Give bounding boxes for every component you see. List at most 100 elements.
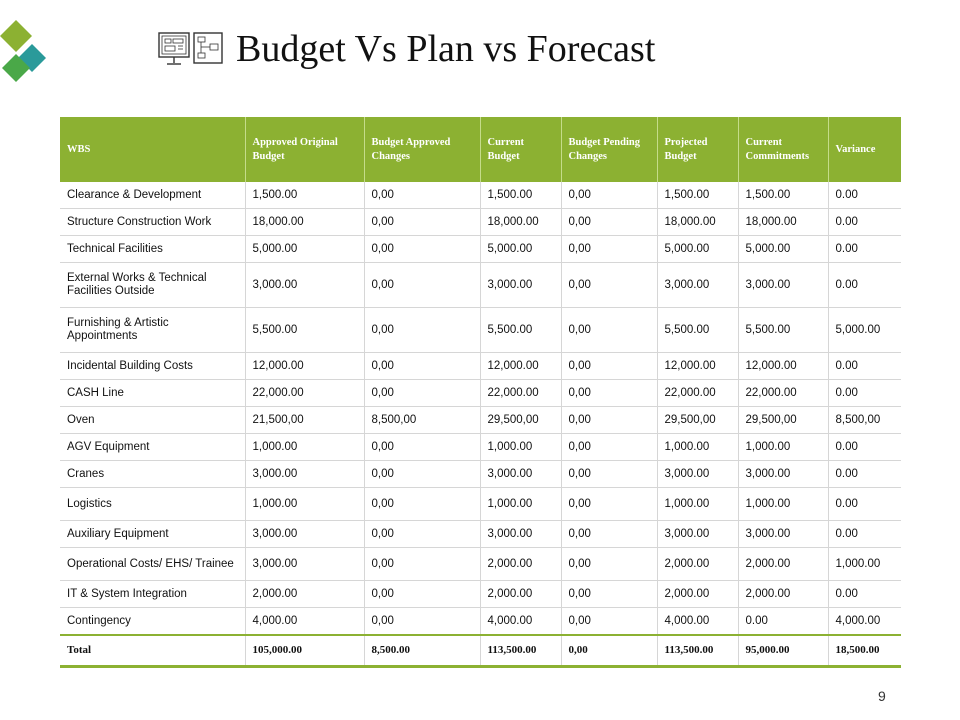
- cell-projected-budget: 29,500,00: [657, 406, 739, 434]
- cell-current-commitments: 22,000.00: [738, 379, 829, 407]
- table-row: Furnishing & Artistic Appointments 5,500.…: [60, 307, 901, 353]
- cell-wbs: Incidental Building Costs: [60, 352, 246, 380]
- cell-projected-budget: 2,000.00: [657, 580, 739, 608]
- cell-variance: 4,000.00: [828, 607, 901, 636]
- cell-approved-original-budget: 3,000.00: [245, 547, 365, 581]
- table-row: Oven 21,500,00 8,500,00 29,500,00 0,00 29,500…: [60, 406, 901, 434]
- cell-current-budget: 1,000.00: [480, 487, 562, 521]
- table-header-row: WBS Approved Original Budget Budget Appr…: [60, 117, 901, 182]
- cell-variance: 0.00: [828, 262, 901, 308]
- cell-current-commitments: 2,000.00: [738, 580, 829, 608]
- cell-budget-pending-changes: 0,00: [561, 460, 658, 488]
- cell-budget-pending-changes: 0,00: [561, 547, 658, 581]
- table-row: Logistics 1,000.00 0,00 1,000.00 0,00 1,000.0…: [60, 487, 901, 521]
- cell-budget-pending-changes: 0,00: [561, 580, 658, 608]
- cell-approved-original-budget: 3,000.00: [245, 262, 365, 308]
- cell-approved-original-budget: 3,000.00: [245, 460, 365, 488]
- table-row: Technical Facilities 5,000.00 0,00 5,000.00…: [60, 235, 901, 263]
- cell-approved-original-budget: 3,000.00: [245, 520, 365, 548]
- cell-budget-pending-changes: 0,00: [561, 262, 658, 308]
- cell-current-budget: 18,000.00: [480, 208, 562, 236]
- cell-wbs: Clearance & Development: [60, 182, 246, 209]
- cell-budget-pending-changes: 0,00: [561, 607, 658, 636]
- cell-wbs: Logistics: [60, 487, 246, 521]
- header-projected-budget: Projected Budget: [657, 117, 739, 182]
- cell-variance: 0.00: [828, 208, 901, 236]
- cell-budget-approved-changes: 0,00: [364, 487, 481, 521]
- budget-table-container: WBS Approved Original Budget Budget Appr…: [60, 117, 901, 668]
- cell-approved-original-budget: 22,000.00: [245, 379, 365, 407]
- cell-budget-approved-changes: 0,00: [364, 580, 481, 608]
- header-variance: Variance: [828, 117, 901, 182]
- cell-budget-approved-changes: 0,00: [364, 235, 481, 263]
- cell-projected-budget: 3,000.00: [657, 262, 739, 308]
- cell-current-commitments: 18,000.00: [738, 208, 829, 236]
- cell-current-commitments: 1,000.00: [738, 487, 829, 521]
- table-row: Auxiliary Equipment 3,000.00 0,00 3,000.00 0…: [60, 520, 901, 548]
- cell-wbs: Structure Construction Work: [60, 208, 246, 236]
- cell-variance: 0.00: [828, 487, 901, 521]
- cell-wbs: Cranes: [60, 460, 246, 488]
- cell-variance: 0.00: [828, 433, 901, 461]
- cell-current-budget: 2,000.00: [480, 547, 562, 581]
- header-current-budget: Current Budget: [480, 117, 562, 182]
- cell-approved-original-budget: 1,000.00: [245, 433, 365, 461]
- cell-wbs: CASH Line: [60, 379, 246, 407]
- brand-logo: [0, 18, 52, 84]
- cell-projected-budget: 1,000.00: [657, 487, 739, 521]
- cell-projected-budget: 22,000.00: [657, 379, 739, 407]
- cell-current-commitments: 2,000.00: [738, 547, 829, 581]
- cell-budget-pending-changes: 0,00: [561, 182, 658, 209]
- cell-current-commitments: 3,000.00: [738, 460, 829, 488]
- cell-budget-approved-changes: 0,00: [364, 262, 481, 308]
- header-budget-approved-changes: Budget Approved Changes: [364, 117, 481, 182]
- cell-budget-approved-changes: 0,00: [364, 379, 481, 407]
- total-cell-wbs: Total: [60, 634, 246, 668]
- table-row: AGV Equipment 1,000.00 0,00 1,000.00 0,00 1,0…: [60, 433, 901, 461]
- budget-table: WBS Approved Original Budget Budget Appr…: [60, 117, 901, 668]
- cell-approved-original-budget: 21,500,00: [245, 406, 365, 434]
- cell-current-commitments: 3,000.00: [738, 520, 829, 548]
- header-budget-pending-changes: Budget Pending Changes: [561, 117, 658, 182]
- cell-current-budget: 22,000.00: [480, 379, 562, 407]
- cell-projected-budget: 5,000.00: [657, 235, 739, 263]
- table-row: Cranes 3,000.00 0,00 3,000.00 0,00 3,000.00 3,…: [60, 460, 901, 488]
- cell-budget-pending-changes: 0,00: [561, 433, 658, 461]
- cell-budget-approved-changes: 0,00: [364, 182, 481, 209]
- cell-budget-pending-changes: 0,00: [561, 208, 658, 236]
- cell-wbs: Furnishing & Artistic Appointments: [60, 307, 246, 353]
- cell-current-commitments: 1,000.00: [738, 433, 829, 461]
- cell-current-commitments: 29,500,00: [738, 406, 829, 434]
- table-row: IT & System Integration 2,000.00 0,00 2,000…: [60, 580, 901, 608]
- cell-variance: 1,000.00: [828, 547, 901, 581]
- cell-wbs: Operational Costs/ EHS/ Trainee: [60, 547, 246, 581]
- cell-budget-pending-changes: 0,00: [561, 379, 658, 407]
- table-row: CASH Line 22,000.00 0,00 22,000.00 0,00 22,00…: [60, 379, 901, 407]
- cell-current-budget: 5,500.00: [480, 307, 562, 353]
- cell-budget-pending-changes: 0,00: [561, 307, 658, 353]
- cell-budget-approved-changes: 0,00: [364, 460, 481, 488]
- cell-current-commitments: 1,500.00: [738, 182, 829, 209]
- cell-wbs: Auxiliary Equipment: [60, 520, 246, 548]
- cell-current-budget: 4,000.00: [480, 607, 562, 636]
- cell-current-commitments: 0.00: [738, 607, 829, 636]
- cell-variance: 5,000.00: [828, 307, 901, 353]
- cell-budget-pending-changes: 0,00: [561, 406, 658, 434]
- cell-approved-original-budget: 1,500.00: [245, 182, 365, 209]
- cell-projected-budget: 4,000.00: [657, 607, 739, 636]
- cell-projected-budget: 5,500.00: [657, 307, 739, 353]
- table-row: Structure Construction Work 18,000.00 0,00…: [60, 208, 901, 236]
- cell-current-budget: 3,000.00: [480, 460, 562, 488]
- cell-projected-budget: 2,000.00: [657, 547, 739, 581]
- slide-title: Budget Vs Plan vs Forecast: [236, 28, 656, 70]
- cell-projected-budget: 1,500.00: [657, 182, 739, 209]
- cell-budget-approved-changes: 0,00: [364, 607, 481, 636]
- cell-current-budget: 12,000.00: [480, 352, 562, 380]
- total-cell-approved-original-budget: 105,000.00: [245, 634, 365, 668]
- cell-current-commitments: 5,000.00: [738, 235, 829, 263]
- cell-budget-pending-changes: 0,00: [561, 235, 658, 263]
- cell-variance: 8,500,00: [828, 406, 901, 434]
- cell-variance: 0.00: [828, 520, 901, 548]
- cell-variance: 0.00: [828, 580, 901, 608]
- cell-current-budget: 1,500.00: [480, 182, 562, 209]
